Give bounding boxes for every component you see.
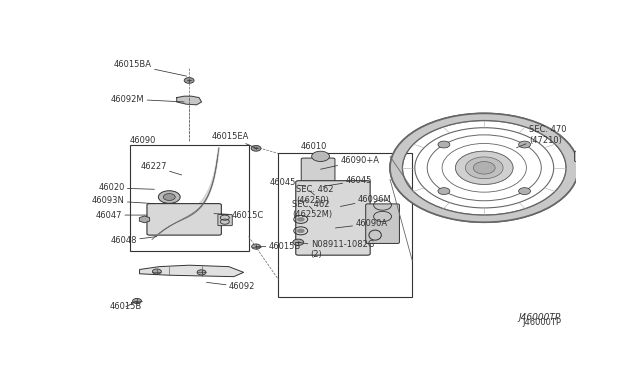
Circle shape (438, 187, 450, 195)
Text: 46092M: 46092M (111, 94, 184, 103)
Polygon shape (177, 96, 202, 105)
Circle shape (252, 244, 260, 249)
Bar (129, 145, 248, 251)
Circle shape (438, 141, 450, 148)
FancyBboxPatch shape (296, 181, 370, 255)
Circle shape (518, 141, 531, 148)
Text: 46015BA: 46015BA (114, 60, 187, 76)
Text: 46015EA: 46015EA (211, 132, 256, 148)
Text: 46045: 46045 (269, 178, 306, 187)
Circle shape (518, 187, 531, 195)
Text: 46015B: 46015B (256, 242, 301, 251)
Wedge shape (390, 113, 579, 222)
Polygon shape (140, 265, 244, 277)
Text: 46090: 46090 (129, 136, 156, 145)
Circle shape (251, 145, 261, 151)
Text: 46015B: 46015B (110, 301, 142, 311)
Circle shape (465, 157, 503, 179)
Text: 46096M: 46096M (340, 195, 392, 206)
FancyBboxPatch shape (365, 204, 399, 243)
Text: J46000TP: J46000TP (519, 314, 561, 323)
Text: 46015C: 46015C (214, 211, 264, 219)
Text: 46045: 46045 (323, 176, 372, 186)
Text: 46227: 46227 (140, 162, 182, 175)
Text: J46000TP: J46000TP (522, 318, 561, 327)
Circle shape (163, 193, 175, 201)
Circle shape (474, 161, 495, 174)
Text: 46020: 46020 (99, 183, 154, 192)
Circle shape (132, 298, 141, 304)
Text: 46048: 46048 (111, 236, 157, 246)
Circle shape (152, 269, 161, 274)
Text: SEC. 462
(46250): SEC. 462 (46250) (296, 185, 333, 205)
Bar (278, 154, 412, 297)
Circle shape (197, 270, 206, 275)
Circle shape (312, 151, 330, 161)
Circle shape (158, 191, 180, 203)
Text: SEC. 470
(47210): SEC. 470 (47210) (516, 125, 566, 148)
Text: N08911-1082G
(2): N08911-1082G (2) (298, 240, 374, 259)
Text: 46093N: 46093N (92, 196, 154, 205)
Circle shape (297, 217, 305, 222)
FancyBboxPatch shape (301, 158, 335, 183)
Text: 46010: 46010 (301, 142, 327, 151)
Text: 46090A: 46090A (335, 219, 387, 228)
Text: SEC. 462
(46252M): SEC. 462 (46252M) (292, 200, 332, 219)
Text: 46092: 46092 (207, 282, 255, 291)
FancyBboxPatch shape (147, 203, 221, 235)
Text: 46047: 46047 (95, 211, 147, 219)
FancyBboxPatch shape (218, 215, 232, 226)
Circle shape (292, 239, 304, 246)
FancyBboxPatch shape (575, 151, 590, 161)
Circle shape (184, 78, 194, 83)
Circle shape (297, 228, 305, 233)
Circle shape (456, 151, 513, 185)
Text: 46090+A: 46090+A (321, 156, 380, 169)
